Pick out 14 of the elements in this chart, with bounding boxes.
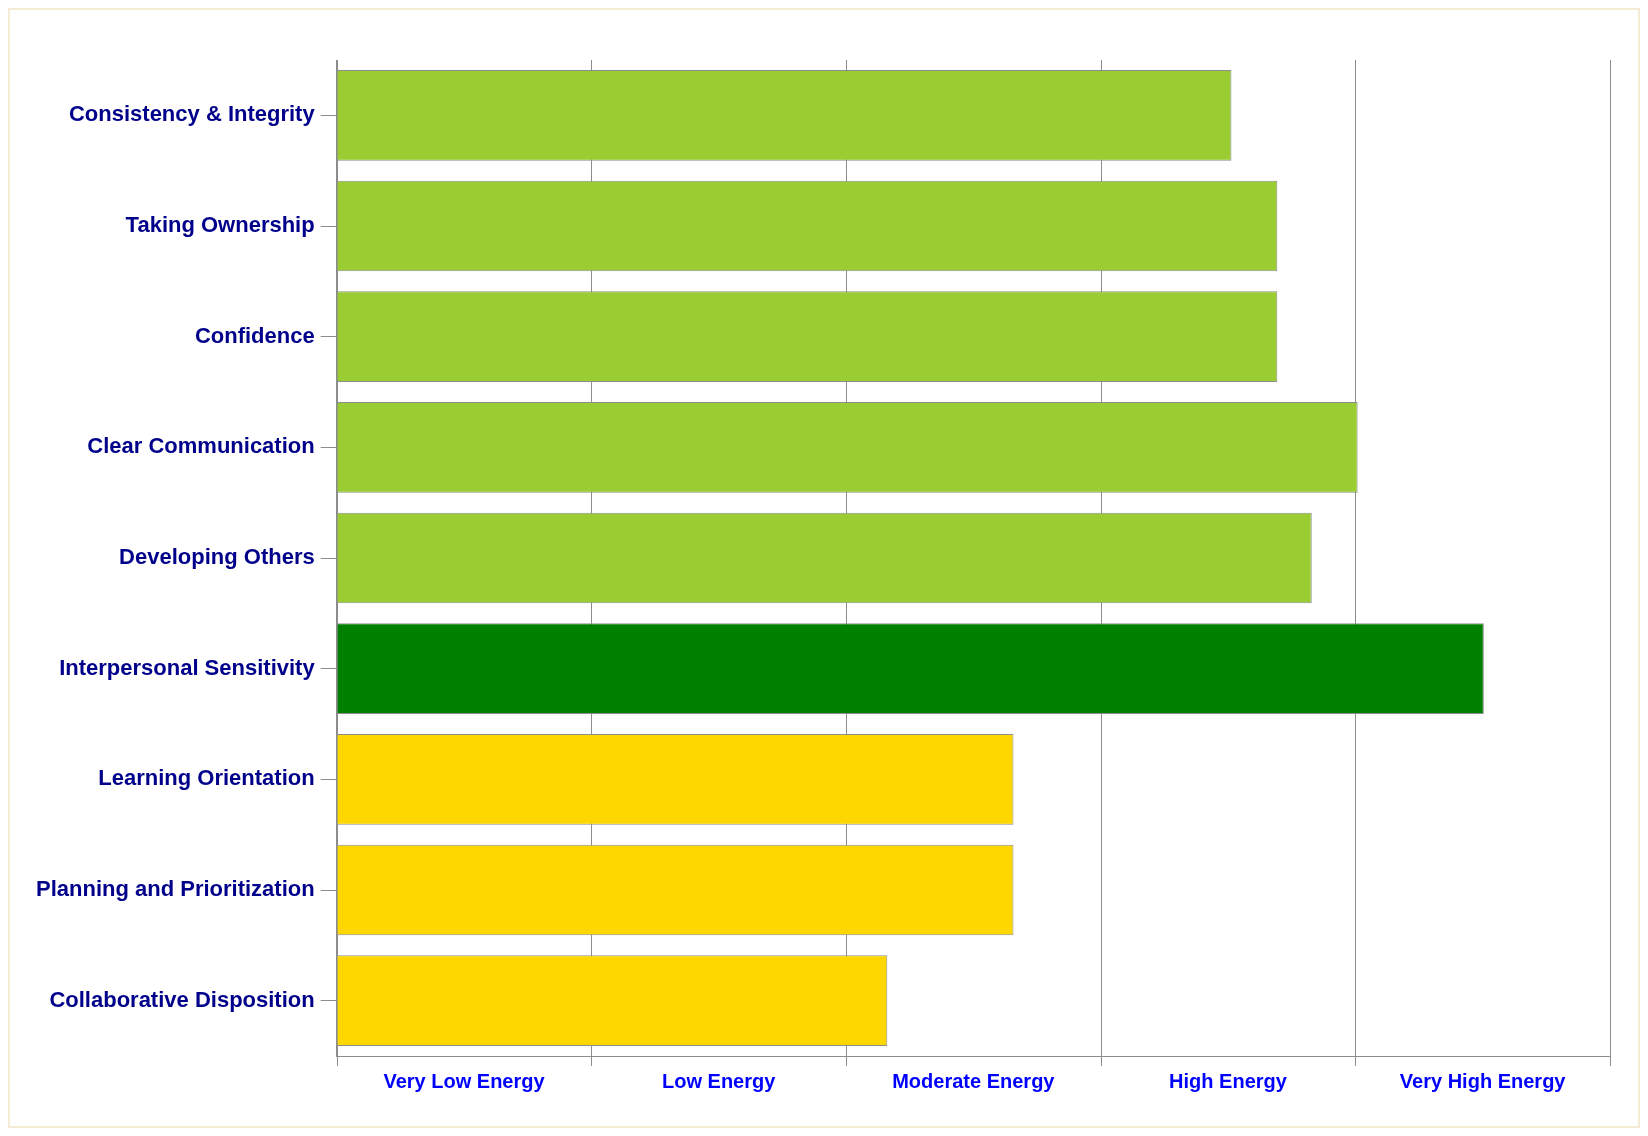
y-tick-label: Developing Others xyxy=(119,544,315,570)
y-tick-label: Consistency & Integrity xyxy=(68,101,316,127)
text: Very Low Energy xyxy=(383,1069,546,1092)
y-tick-label: Interpersonal Sensitivity xyxy=(59,654,316,680)
y-tick-label: Taking Ownership xyxy=(125,212,315,238)
y-tick-label: Confidence xyxy=(194,322,315,348)
y-tick-label: Learning Orientation xyxy=(98,765,315,791)
y-tick-label: Planning and Prioritization xyxy=(35,876,315,902)
text: Very High Energy xyxy=(1399,1069,1567,1092)
text: Low Energy xyxy=(661,1069,777,1092)
y-tick-label: Collaborative Disposition xyxy=(49,986,315,1012)
text: Moderate Energy xyxy=(892,1069,1056,1092)
y-tick-label: Clear Communication xyxy=(87,433,315,459)
text: High Energy xyxy=(1169,1069,1288,1092)
